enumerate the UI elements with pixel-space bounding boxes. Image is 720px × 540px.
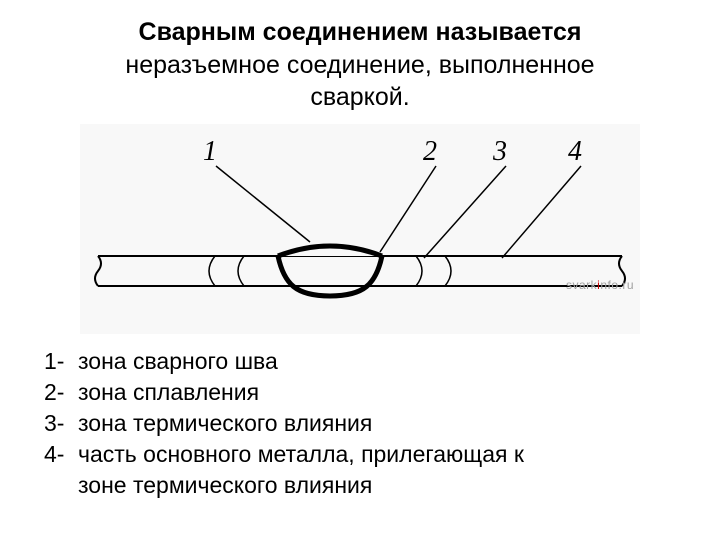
weld-diagram: 1 2 3 4 svarkinfo.ru — [80, 124, 640, 334]
svg-text:3: 3 — [492, 136, 507, 167]
page-title: Сварным соединением называется неразъемн… — [40, 16, 680, 114]
legend-item: 3- зона термического влияния — [44, 408, 680, 439]
title-line-2: неразъемное соединение, выполненное — [125, 51, 594, 79]
legend-item: 4- часть основного металла, прилегающая … — [44, 439, 680, 470]
svg-text:4: 4 — [568, 136, 582, 167]
svg-text:2: 2 — [423, 136, 437, 167]
legend-num: 2- — [44, 377, 78, 408]
title-line-3: сваркой. — [310, 83, 409, 111]
legend-item: 1- зона сварного шва — [44, 346, 680, 377]
legend-text: зона сварного шва — [78, 346, 680, 377]
legend: 1- зона сварного шва 2- зона сплавления … — [40, 346, 680, 501]
legend-text: зона сплавления — [78, 377, 680, 408]
watermark-prefix: svark — [566, 278, 597, 292]
legend-text: зона термического влияния — [78, 408, 680, 439]
watermark-suffix: nfo.ru — [600, 278, 634, 292]
legend-continuation: зоне термического влияния — [44, 470, 680, 501]
legend-text: часть основного металла, прилегающая к — [78, 439, 680, 470]
page: Сварным соединением называется неразъемн… — [0, 0, 720, 540]
watermark: svarkinfo.ru — [566, 278, 634, 292]
legend-item: 2- зона сплавления — [44, 377, 680, 408]
legend-num: 3- — [44, 408, 78, 439]
title-line-1: Сварным соединением называется — [139, 18, 582, 46]
legend-num: 1- — [44, 346, 78, 377]
weld-diagram-svg: 1 2 3 4 — [80, 124, 640, 334]
svg-text:1: 1 — [203, 136, 217, 167]
legend-num: 4- — [44, 439, 78, 470]
